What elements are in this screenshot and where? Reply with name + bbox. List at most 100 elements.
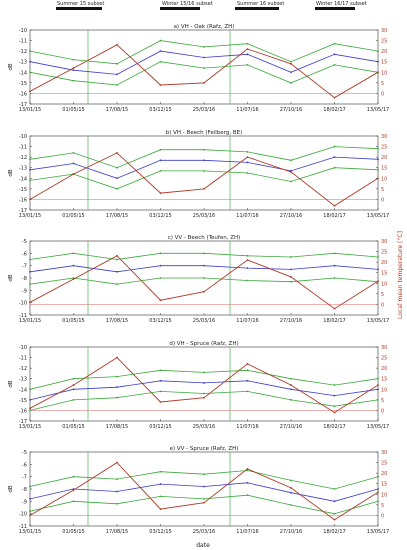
x-tick-label: 03/12/15 <box>149 424 171 430</box>
series-point-upper <box>203 148 205 151</box>
series-point-temperature <box>29 90 31 93</box>
y-tick-label: -11 <box>19 524 27 530</box>
series-line-mean <box>29 265 379 273</box>
series-line-lower <box>29 277 379 285</box>
x-tick-label: 13/01/15 <box>19 424 41 430</box>
series-point-mean <box>377 388 379 391</box>
x-tick-label: 27/10/16 <box>280 213 302 219</box>
panel-title: b) VH - Beech (Feilberg, BE) <box>166 130 242 136</box>
x-tick-label: 13/05/17 <box>367 107 389 113</box>
series-point-mean <box>246 53 249 56</box>
y2-tick-label: 20 <box>381 471 387 477</box>
x-tick-label: 18/02/17 <box>323 424 345 430</box>
series-point-mean <box>290 388 292 391</box>
y-tick-label: -15 <box>19 187 27 193</box>
y2-tick-label: 10 <box>381 176 387 182</box>
y-tick-label: -10 <box>19 301 27 307</box>
series-point-mean <box>290 268 292 271</box>
panel-title: e) VV - Spruce (Rafz, ZH) <box>170 446 239 452</box>
series-point-upper <box>290 377 292 380</box>
panel-title: c) VV - Beech (Teufen, ZH) <box>168 235 241 241</box>
series-point-mean <box>333 394 336 397</box>
x-tick-label: 27/10/16 <box>280 318 302 324</box>
x-tick-label: 03/12/15 <box>149 213 171 219</box>
y2-tick-label: 30 <box>381 134 387 140</box>
y-tick-label: -11 <box>19 145 27 151</box>
y-tick-label: -13 <box>19 60 27 66</box>
series-point-temperature <box>333 518 336 521</box>
series-point-temperature <box>333 411 336 414</box>
series-point-mean <box>72 162 75 165</box>
series-point-upper <box>159 39 162 42</box>
x-tick-label: 11/07/16 <box>236 529 258 535</box>
series-point-temperature <box>159 192 162 194</box>
x-tick-label: 18/02/17 <box>323 213 345 219</box>
x-tick-label: 13/01/15 <box>19 213 41 219</box>
x-tick-label: 17/08/15 <box>106 318 128 324</box>
series-point-lower <box>203 497 205 500</box>
series-point-upper <box>290 60 292 63</box>
series-point-lower <box>203 392 205 395</box>
y-tick-label: -14 <box>19 176 27 182</box>
series-point-temperature <box>159 84 162 86</box>
x-tick-label: 25/03/16 <box>193 107 215 113</box>
y2-tick-label: 5 <box>381 81 384 87</box>
series-point-upper <box>29 50 31 53</box>
series-point-upper <box>203 371 205 374</box>
series-point-lower <box>203 277 205 279</box>
series-point-mean <box>72 69 75 72</box>
x-tick-label: 13/05/17 <box>367 424 389 430</box>
series-point-mean <box>203 56 205 59</box>
series-point-upper <box>203 46 205 48</box>
subset-bar-winter1617 <box>315 7 355 10</box>
y2-tick-label: 5 <box>381 187 384 193</box>
y2-tick-label: 5 <box>381 503 384 509</box>
x-tick-label: 03/12/15 <box>149 107 171 113</box>
x-tick-label: 01/05/15 <box>62 529 84 535</box>
subset-legend: Summer 15 subset Winter 15/16 subset Sum… <box>56 1 367 10</box>
series-point-mean <box>203 382 205 384</box>
series-point-lower <box>246 172 249 174</box>
series-point-upper <box>377 475 379 478</box>
series-point-upper <box>246 150 249 153</box>
series-point-mean <box>159 50 162 53</box>
plot-frame <box>29 29 379 105</box>
x-tick-label: 11/07/16 <box>236 213 258 219</box>
series-point-mean <box>116 73 118 76</box>
y-tick-label: -5 <box>22 450 27 456</box>
x-tick-label: 13/01/15 <box>19 107 41 113</box>
series-point-temperature <box>29 407 31 410</box>
series-point-mean <box>72 388 75 391</box>
x-tick-label: 13/05/17 <box>367 318 389 324</box>
series-point-temperature <box>29 198 31 201</box>
series-point-upper <box>377 147 379 150</box>
series-point-lower <box>159 277 162 279</box>
series-point-lower <box>333 166 336 169</box>
subset-label-summer15: Summer 15 subset <box>57 1 104 7</box>
y-tick-label: -11 <box>19 313 27 319</box>
y-axis-label: dB <box>8 485 14 492</box>
series-point-upper <box>29 258 31 261</box>
series-point-upper <box>29 388 31 391</box>
series-point-temperature <box>333 307 336 310</box>
y2-tick-label: 0 <box>381 91 384 97</box>
y-tick-label: -13 <box>19 166 27 172</box>
y-tick-label: -5 <box>22 239 27 245</box>
y-tick-label: -17 <box>19 208 27 214</box>
series-point-lower <box>290 180 292 183</box>
y2-tick-label: 20 <box>381 155 387 161</box>
x-tick-label: 18/02/17 <box>323 107 345 113</box>
series-point-temperature <box>159 299 162 302</box>
y-axis-label: dB <box>8 63 14 70</box>
series-point-mean <box>290 491 292 494</box>
series-point-lower <box>246 63 249 66</box>
series-point-mean <box>377 268 379 271</box>
y2-tick-label: 20 <box>381 260 387 266</box>
series-point-mean <box>116 490 118 493</box>
subset-label-summer16: Summer 16 subset <box>237 1 284 7</box>
y-tick-label: -16 <box>19 408 27 414</box>
series-point-temperature <box>203 501 205 504</box>
series-point-upper <box>159 252 162 255</box>
y-tick-label: -17 <box>19 419 27 425</box>
series-point-lower <box>159 169 162 172</box>
